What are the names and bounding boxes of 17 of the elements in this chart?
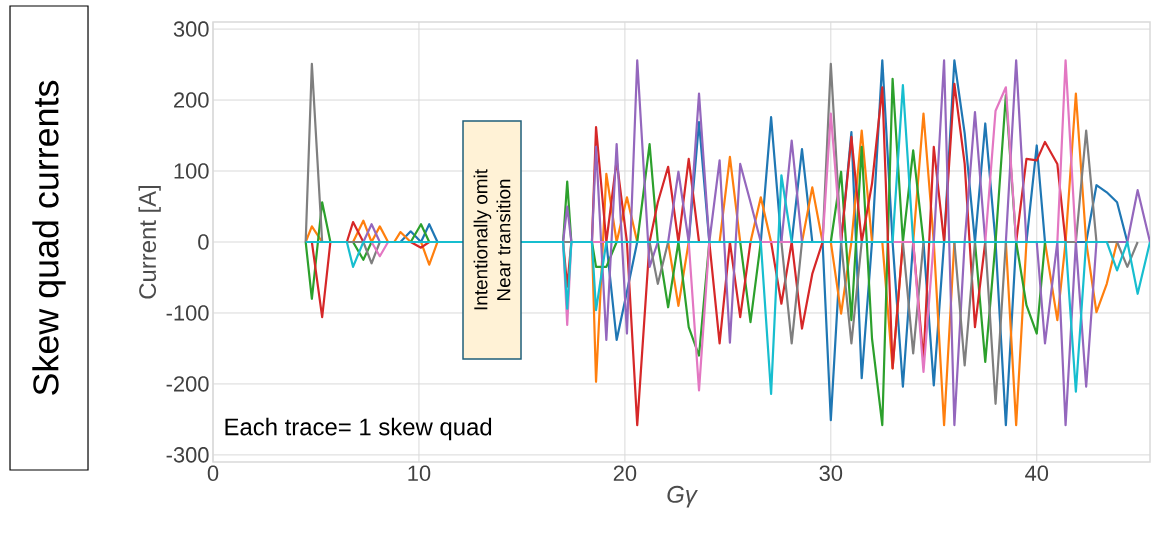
x-tick-label: 20 xyxy=(613,465,637,482)
text: Skew quad currents xyxy=(32,80,66,395)
annotation: Intentionally omit xyxy=(473,169,492,310)
y-axis-title: Current [A] xyxy=(138,185,161,299)
y-tick-label: 0 xyxy=(198,234,209,250)
y-tick-label: -300 xyxy=(166,447,209,463)
y-tick-label: 300 xyxy=(173,21,209,37)
y-tick-label: -200 xyxy=(166,376,209,392)
x-axis-title: Gγ xyxy=(667,485,698,508)
annotation: Each trace= 1 skew quad xyxy=(225,417,492,441)
y-tick-label: 100 xyxy=(174,163,209,179)
annotation: Near transition xyxy=(496,179,511,300)
y-tick-label: -100 xyxy=(166,305,209,321)
y-tick-label: 200 xyxy=(174,92,209,108)
x-tick-label: 30 xyxy=(819,465,843,482)
x-tick-label: 40 xyxy=(1025,465,1049,482)
x-tick-label: 10 xyxy=(408,465,431,482)
